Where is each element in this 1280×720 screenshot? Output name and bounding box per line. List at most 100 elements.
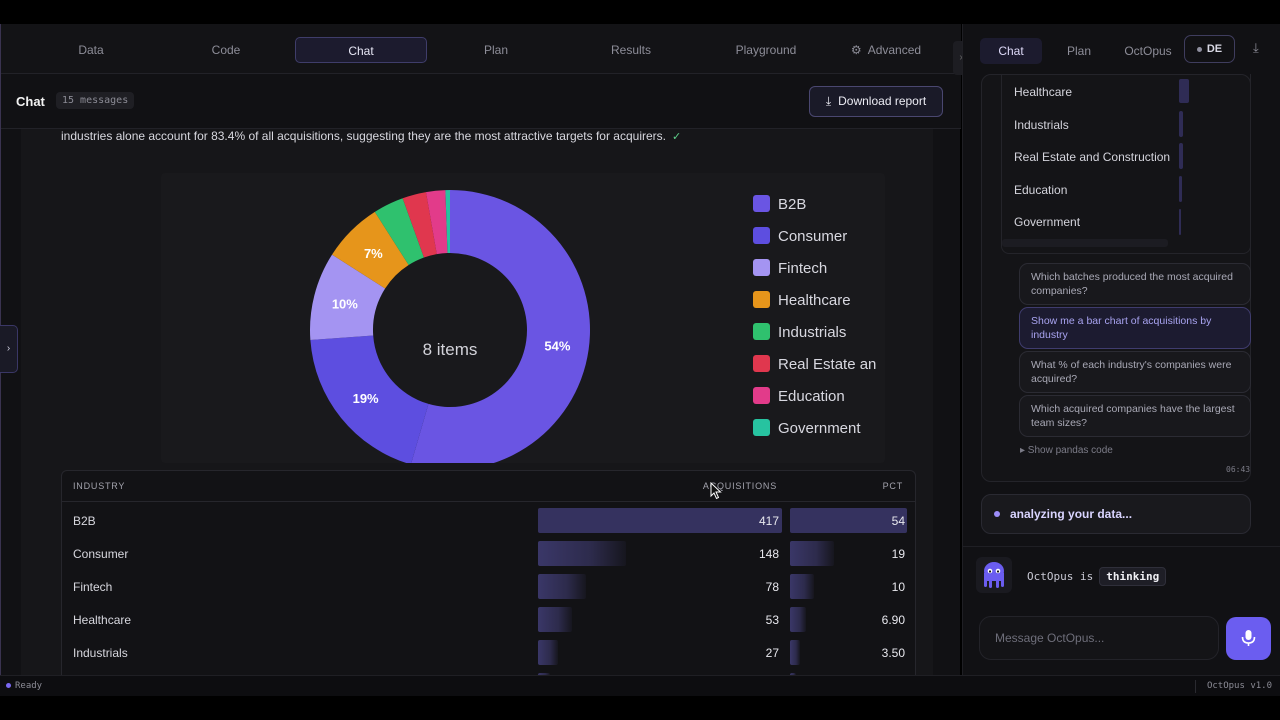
industry-list-item: Industrials bbox=[1014, 118, 1069, 132]
message-timestamp: 06:43 bbox=[1226, 465, 1251, 474]
check-icon: ✓ bbox=[672, 131, 682, 143]
cell-acquisitions: 417 bbox=[758, 514, 779, 528]
microphone-icon bbox=[1241, 630, 1256, 646]
tab-results[interactable]: Results bbox=[610, 43, 651, 57]
analyzing-status: analyzing your data... bbox=[981, 494, 1251, 534]
industry-list-bar bbox=[1179, 209, 1181, 235]
industry-list: Healthcare Industrials Real Estate and C… bbox=[1001, 74, 1251, 254]
data-table: INDUSTRY ACQUISITIONS PCT B2B 417 54 Con… bbox=[61, 470, 916, 675]
pie-slice-labels: 54% 19% 10% 7% bbox=[332, 246, 571, 406]
status-divider bbox=[1195, 680, 1196, 693]
main-panel: Data Code Chat Plan Results Playground ⚙… bbox=[0, 24, 969, 675]
letterbox-top bbox=[0, 0, 1280, 24]
pct-bar bbox=[790, 607, 806, 632]
assistant-panel: Chat Plan OctOpus DE ⤓ Healthcare Indust… bbox=[962, 24, 1280, 675]
horizontal-scrollbar[interactable] bbox=[1002, 239, 1168, 247]
assistant-message: industries alone account for 83.4% of al… bbox=[61, 129, 681, 143]
thinking-badge: thinking bbox=[1099, 567, 1167, 586]
suggestion-chip[interactable]: Which batches produced the most acquired… bbox=[1019, 263, 1251, 305]
cell-industry: Consumer bbox=[73, 547, 129, 561]
octopus-avatar-icon bbox=[976, 557, 1012, 593]
panel-divider bbox=[963, 546, 1280, 547]
tab-playground[interactable]: Playground bbox=[735, 43, 797, 57]
cell-pct: 19 bbox=[891, 547, 905, 561]
pie-slice-industrials[interactable] bbox=[374, 198, 424, 266]
pie-slices bbox=[310, 190, 590, 463]
tab-code[interactable]: Code bbox=[211, 43, 241, 57]
table-row bbox=[62, 669, 915, 675]
legend-label[interactable]: Consumer bbox=[778, 228, 847, 245]
industry-list-item: Healthcare bbox=[1014, 85, 1073, 99]
legend-label[interactable]: B2B bbox=[778, 196, 806, 213]
legend-label[interactable]: Healthcare bbox=[778, 292, 851, 309]
letterbox-bottom bbox=[0, 696, 1280, 720]
pie-slice-consumer[interactable] bbox=[310, 335, 429, 463]
pie-slice-education[interactable] bbox=[425, 190, 448, 255]
table-row: Consumer 148 19 bbox=[62, 537, 915, 570]
acquisitions-bar bbox=[538, 607, 572, 632]
header-acquisitions[interactable]: ACQUISITIONS bbox=[702, 481, 777, 491]
language-toggle[interactable]: DE bbox=[1184, 35, 1235, 63]
rtab-chat[interactable]: Chat bbox=[980, 38, 1042, 64]
chat-title: Chat bbox=[16, 94, 45, 109]
acquisitions-bar bbox=[538, 673, 550, 675]
industry-list-bar bbox=[1179, 111, 1183, 137]
suggestion-chip[interactable]: Show me a bar chart of acquisitions by i… bbox=[1019, 307, 1251, 349]
cell-industry: Industrials bbox=[73, 646, 128, 660]
pie-chart-svg: 54% 19% 10% 7% 8 items B2B Consumer Fintech He… bbox=[310, 190, 876, 463]
cell-acquisitions: 148 bbox=[758, 547, 779, 561]
pie-slice-label: 10% bbox=[332, 296, 358, 311]
cell-pct: 54 bbox=[891, 514, 905, 528]
header-pct[interactable]: PCT bbox=[882, 481, 903, 491]
download-icon: ⤓ bbox=[825, 94, 832, 108]
chat-header: Chat 15 messages ⤓ Download report bbox=[1, 74, 961, 129]
legend-label[interactable]: Industrials bbox=[778, 324, 846, 341]
suggestion-chip[interactable]: What % of each industry's companies were… bbox=[1019, 351, 1251, 393]
gear-icon: ⚙ bbox=[850, 43, 862, 57]
legend-label[interactable]: Education bbox=[778, 388, 845, 405]
legend-label[interactable]: Fintech bbox=[778, 260, 827, 277]
legend-label[interactable]: Real Estate an bbox=[778, 356, 876, 373]
tab-chat[interactable]: Chat bbox=[295, 37, 427, 63]
acquisitions-bar bbox=[538, 508, 782, 533]
industry-list-bar bbox=[1179, 143, 1183, 169]
cell-pct: 6.90 bbox=[881, 613, 905, 627]
suggestion-chip[interactable]: Which acquired companies have the larges… bbox=[1019, 395, 1251, 437]
tab-data[interactable]: Data bbox=[78, 43, 104, 57]
industry-list-item: Government bbox=[1014, 215, 1081, 229]
rtab-octopus[interactable]: OctOpus bbox=[1124, 44, 1172, 58]
pie-slice-government[interactable] bbox=[445, 190, 450, 254]
legend-swatch bbox=[753, 227, 770, 244]
pie-slice-healthcare[interactable] bbox=[332, 211, 409, 289]
industry-list-item: Education bbox=[1014, 183, 1068, 197]
thinking-prefix: OctOpus is bbox=[1027, 570, 1094, 583]
status-bar: Ready OctOpus v1.0 bbox=[0, 675, 1280, 696]
pie-chart: 54% 19% 10% 7% 8 items B2B Consumer Fintech He… bbox=[161, 173, 885, 463]
pie-slice-fintech[interactable] bbox=[310, 254, 386, 341]
rtab-plan[interactable]: Plan bbox=[1066, 44, 1092, 58]
pie-slice-real-estate-and-construction[interactable] bbox=[402, 192, 437, 258]
tab-plan[interactable]: Plan bbox=[483, 43, 509, 57]
mouse-cursor-icon bbox=[710, 482, 722, 500]
show-pandas-code-toggle[interactable]: ▸ Show pandas code bbox=[1020, 445, 1113, 456]
cell-acquisitions: 78 bbox=[765, 580, 779, 594]
tab-advanced[interactable]: ⚙ Advanced bbox=[831, 37, 941, 63]
pie-slice-b2b[interactable] bbox=[411, 190, 590, 463]
legend-label[interactable]: Government bbox=[778, 420, 861, 437]
download-report-button[interactable]: ⤓ Download report bbox=[809, 86, 943, 117]
cell-acquisitions: 53 bbox=[765, 613, 779, 627]
table-row: Industrials 27 3.50 bbox=[62, 636, 915, 669]
legend-swatch bbox=[753, 291, 770, 308]
microphone-button[interactable] bbox=[1226, 617, 1271, 660]
status-dot-icon bbox=[994, 511, 1000, 517]
pct-bar bbox=[790, 673, 796, 675]
expand-sidebar-toggle[interactable]: › bbox=[0, 325, 18, 373]
acquisitions-bar bbox=[538, 541, 626, 566]
pct-bar bbox=[790, 574, 814, 599]
message-input[interactable]: Message OctOpus... bbox=[979, 616, 1219, 660]
chart-legend: B2B Consumer Fintech Healthcare Industrials R… bbox=[753, 195, 876, 437]
cell-pct: 10 bbox=[891, 580, 905, 594]
table-row: B2B 417 54 bbox=[62, 504, 915, 537]
status-dot-icon bbox=[6, 683, 11, 688]
download-icon[interactable]: ⤓ bbox=[1253, 40, 1259, 55]
